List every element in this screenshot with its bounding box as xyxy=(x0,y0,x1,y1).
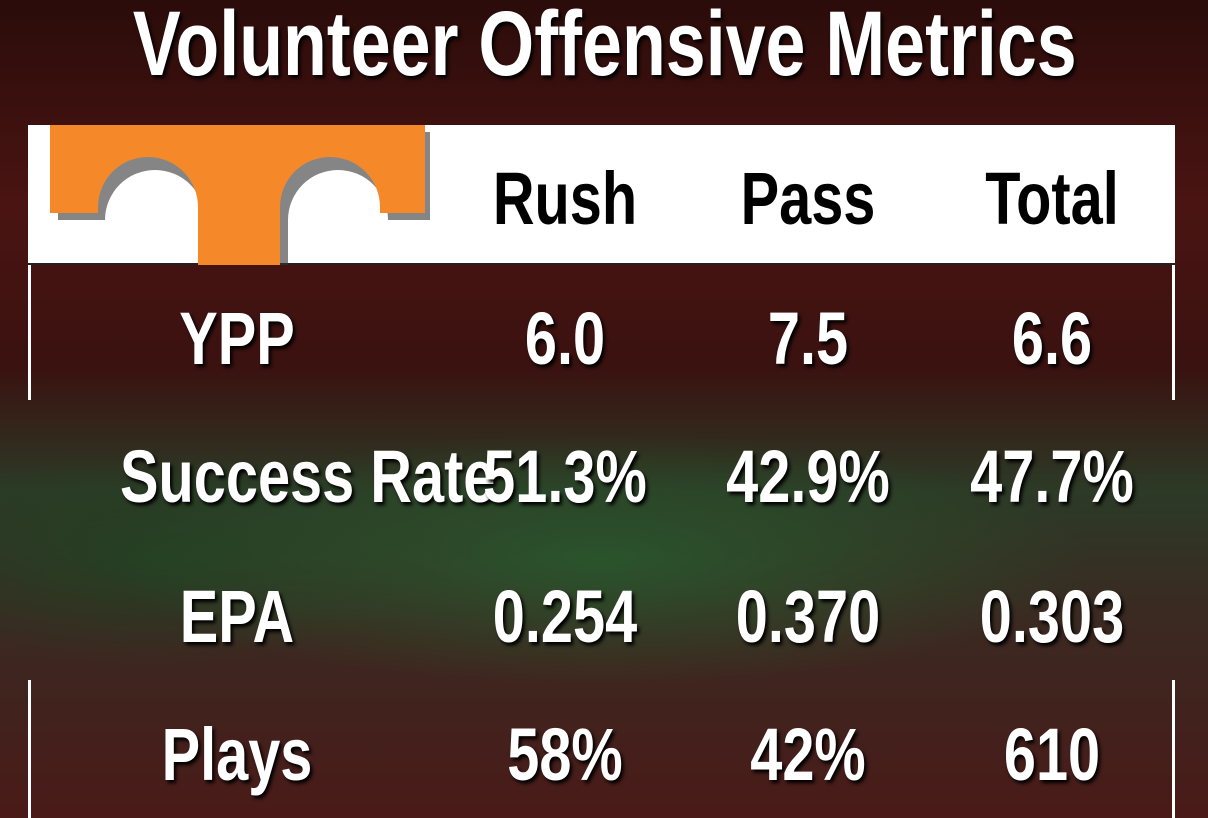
row-label: YPP xyxy=(179,297,295,380)
row-label: Success Rate xyxy=(120,435,496,518)
left-border-line xyxy=(28,265,31,400)
table-cell: 58% xyxy=(507,713,623,796)
tennessee-t-logo xyxy=(50,125,430,265)
row-label: Plays xyxy=(161,713,313,796)
table-cell: 0.303 xyxy=(979,575,1125,658)
table-cell: 6.0 xyxy=(524,297,606,380)
table-cell: 610 xyxy=(1003,713,1101,796)
column-header-pass: Pass xyxy=(740,157,876,240)
table-cell: 51.3% xyxy=(483,435,647,518)
column-header-rush: Rush xyxy=(492,157,638,240)
table-cell: 42.9% xyxy=(726,435,890,518)
row-label: EPA xyxy=(179,575,295,658)
table-cell: 0.254 xyxy=(492,575,638,658)
table-cell: 7.5 xyxy=(767,297,849,380)
table-cell: 6.6 xyxy=(1011,297,1093,380)
page-title: Volunteer Offensive Metrics xyxy=(132,0,1077,95)
table-cell: 0.370 xyxy=(735,575,881,658)
left-border-line xyxy=(28,680,31,818)
table-cell: 47.7% xyxy=(970,435,1134,518)
column-header-total: Total xyxy=(985,157,1119,240)
table-cell: 42% xyxy=(750,713,866,796)
right-border-line xyxy=(1172,680,1175,818)
right-border-line xyxy=(1172,265,1175,400)
